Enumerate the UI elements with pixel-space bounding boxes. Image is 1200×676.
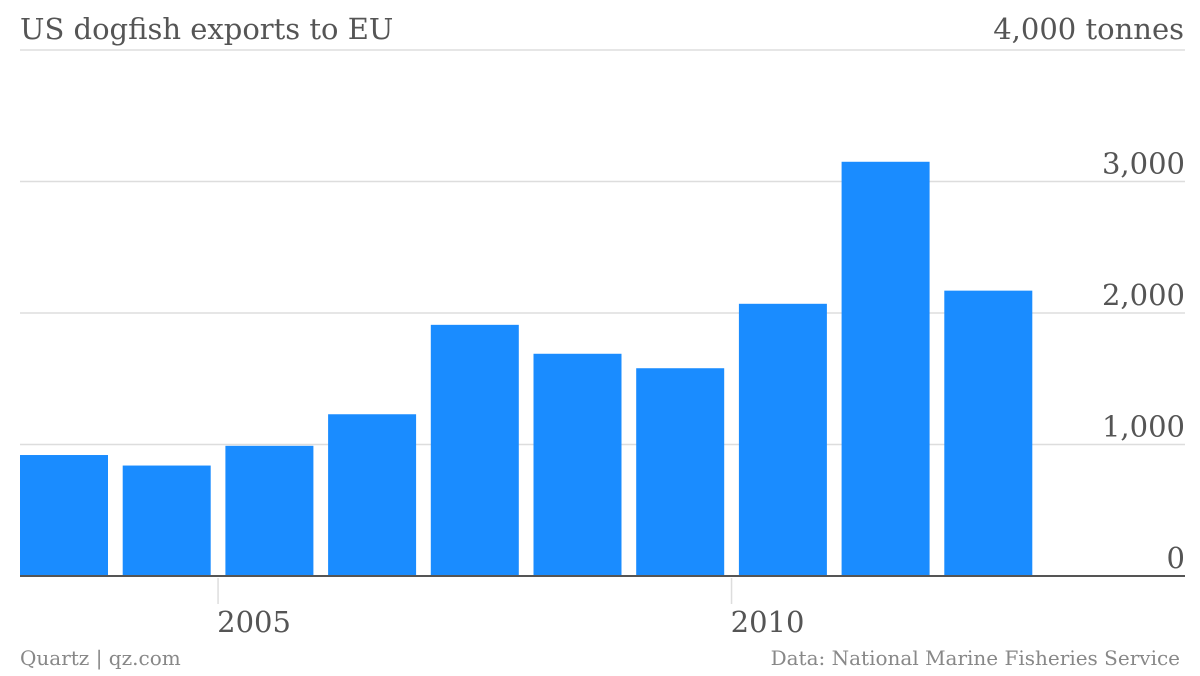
y-axis-top-tick-label: 4,000 tonnes (993, 12, 1184, 46)
bar-2012 (944, 290, 1033, 576)
bar-2009 (636, 368, 725, 576)
footer-data-source: Data: National Marine Fisheries Service (770, 646, 1180, 670)
y-tick-label: 0 (1167, 541, 1185, 575)
bar-2008 (533, 353, 622, 576)
bar-2003 (20, 455, 108, 576)
footer-credit: Quartz | qz.com (20, 646, 181, 670)
x-tick-label: 2010 (731, 605, 805, 639)
x-tick-label: 2005 (217, 605, 291, 639)
bar-2007 (430, 324, 519, 576)
bar-2006 (328, 414, 417, 576)
bar-2011 (841, 161, 930, 576)
chart-title: US dogfish exports to EU (20, 12, 394, 46)
y-tick-label: 3,000 (1102, 147, 1185, 181)
bar-2004 (122, 465, 211, 576)
bar-2005 (225, 445, 314, 576)
y-tick-label: 2,000 (1102, 278, 1185, 312)
bar-2010 (738, 303, 827, 576)
y-tick-label: 1,000 (1102, 410, 1185, 444)
